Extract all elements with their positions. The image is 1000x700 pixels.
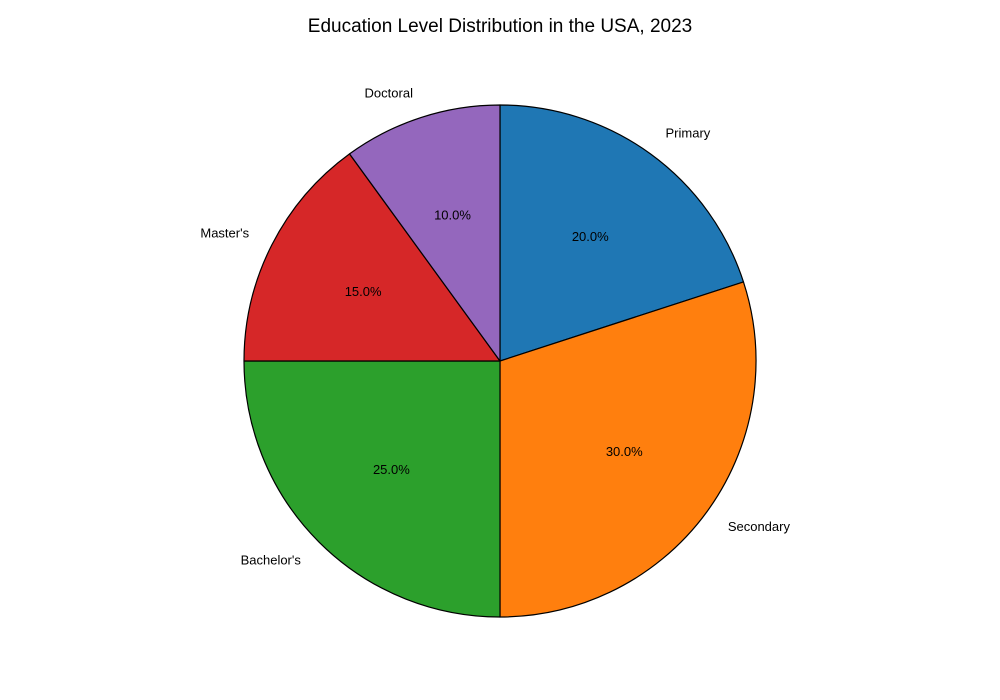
chart-title: Education Level Distribution in the USA,… bbox=[307, 16, 693, 37]
category-label-primary: Primary bbox=[666, 126, 711, 141]
percent-label-doctoral: 10.0% bbox=[434, 207, 471, 222]
pie-slice-secondary bbox=[499, 281, 757, 618]
percent-label-master-s: 15.0% bbox=[345, 284, 382, 299]
category-labels: Primary Secondary Bachelor's Master's Doctor… bbox=[200, 86, 790, 568]
percent-labels: 20.0% 30.0% 25.0% 15.0% 10.0% bbox=[345, 207, 643, 477]
percent-label-secondary: 30.0% bbox=[606, 444, 643, 459]
pie-slice-doctoral bbox=[348, 104, 501, 362]
percent-label-primary: 20.0% bbox=[572, 229, 609, 244]
percent-label-bachelor-s: 25.0% bbox=[373, 462, 410, 477]
pie-slice-master-s bbox=[243, 153, 501, 362]
pie-slices bbox=[243, 104, 757, 618]
category-label-master-s: Master's bbox=[200, 226, 249, 241]
category-label-bachelor-s: Bachelor's bbox=[241, 553, 302, 568]
category-label-doctoral: Doctoral bbox=[365, 86, 414, 101]
pie-slice-bachelor-s bbox=[243, 360, 501, 618]
pie-slice-primary bbox=[499, 104, 745, 362]
category-label-secondary: Secondary bbox=[728, 519, 791, 534]
